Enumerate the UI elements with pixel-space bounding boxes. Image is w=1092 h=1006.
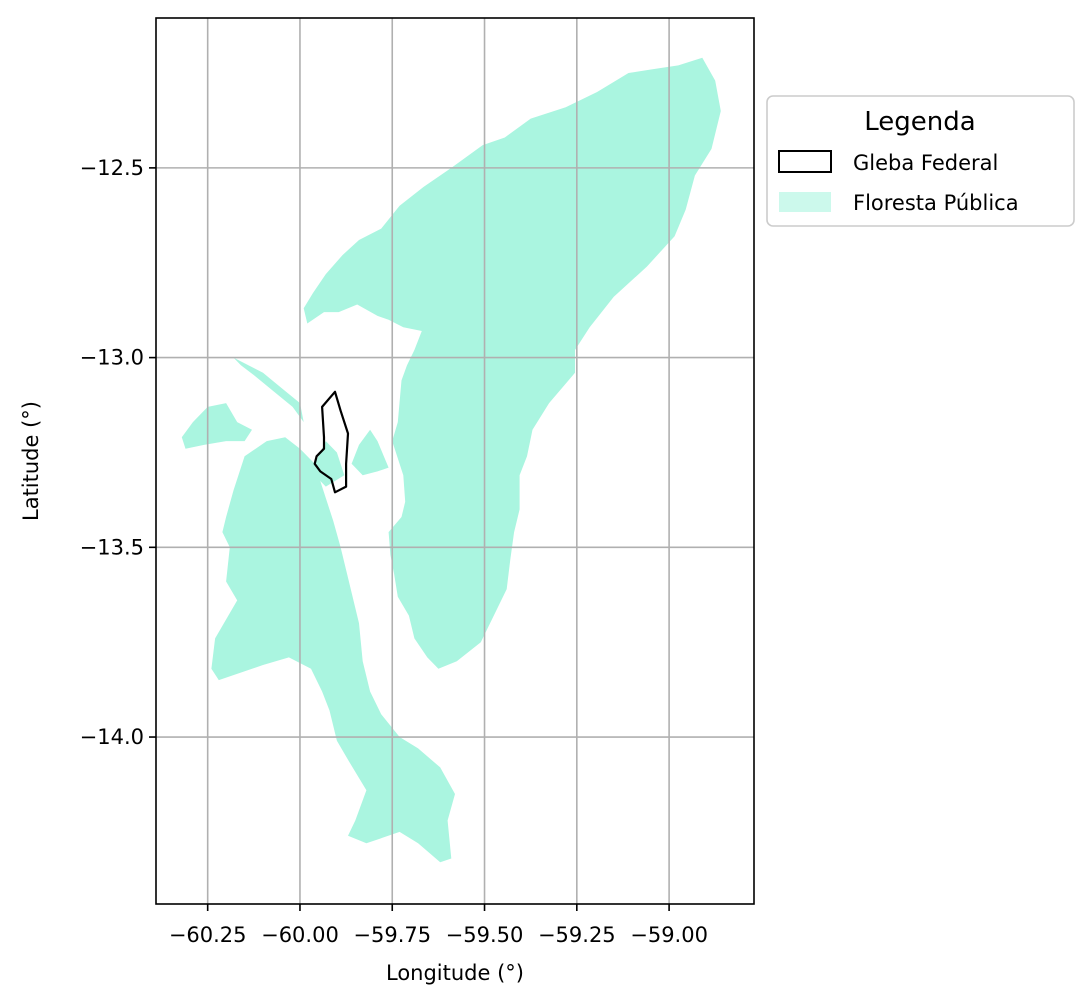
y-tick-label: −12.5 <box>80 156 144 180</box>
x-tick-label: −59.50 <box>446 923 524 947</box>
legend-box <box>766 95 1075 227</box>
legend-title: Legenda <box>864 107 975 137</box>
map-layers <box>181 57 721 863</box>
y-tick-label: −13.0 <box>80 346 144 370</box>
floresta-publica-polygon-5 <box>351 429 389 476</box>
plot-frame <box>155 17 755 905</box>
legend: Legenda Gleba Federal Floresta Pública <box>766 95 1075 227</box>
floresta-publica-polygon-3 <box>233 357 304 423</box>
legend-label-floresta-publica: Floresta Pública <box>853 191 1019 215</box>
legend-swatch-floresta-publica <box>779 192 831 212</box>
floresta-publica-polygon-2 <box>181 403 252 449</box>
x-tick-label: −60.00 <box>261 923 339 947</box>
plot-area <box>155 17 755 905</box>
floresta-publica-polygon-0 <box>303 57 721 669</box>
floresta-publica-polygon-4 <box>311 441 345 487</box>
x-axis-label: Longitude (°) <box>386 961 524 985</box>
y-tick-label: −14.0 <box>80 725 144 749</box>
x-tick-label: −59.25 <box>538 923 616 947</box>
floresta-publica-polygon-1 <box>211 437 455 863</box>
x-tick-label: −60.25 <box>169 923 247 947</box>
y-axis-ticks: −12.5 −13.0 −13.5 −14.0 <box>80 156 156 749</box>
x-axis-ticks: −60.25 −60.00 −59.75 −59.50 −59.25 −59.00 <box>169 904 708 947</box>
x-tick-label: −59.75 <box>353 923 431 947</box>
x-tick-label: −59.00 <box>630 923 708 947</box>
y-axis-label: Latitude (°) <box>19 401 43 521</box>
legend-swatch-gleba-federal <box>778 150 832 173</box>
y-tick-label: −13.5 <box>80 535 144 559</box>
gleba-federal-outline <box>313 390 350 494</box>
grid-lines <box>156 18 754 904</box>
legend-label-gleba-federal: Gleba Federal <box>853 151 998 175</box>
